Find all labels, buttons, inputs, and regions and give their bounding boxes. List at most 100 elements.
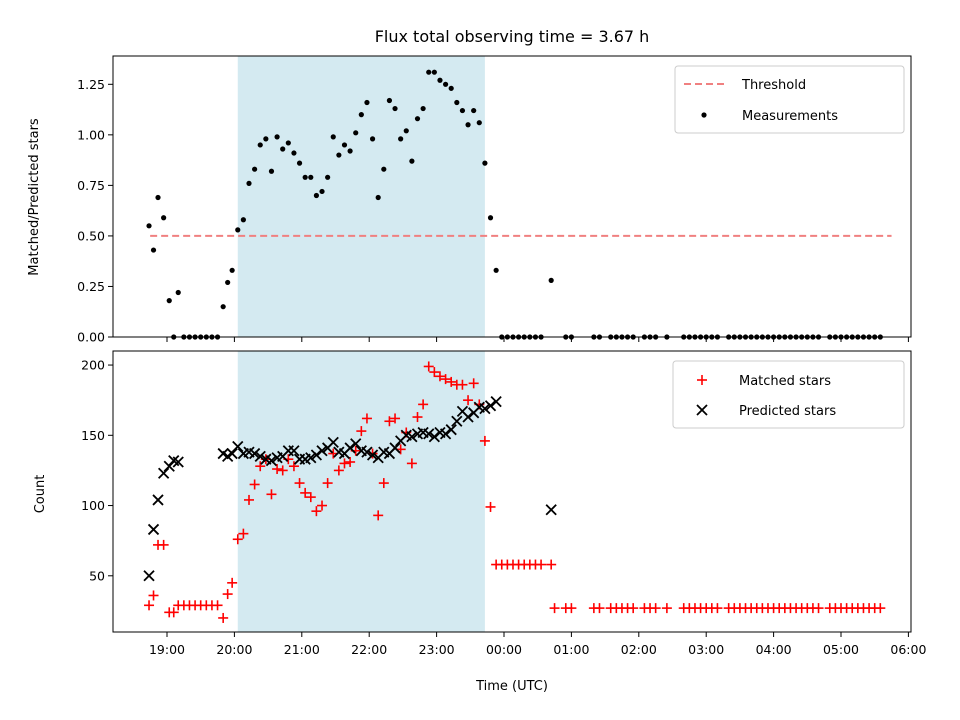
matched-star-point xyxy=(479,435,490,446)
predicted-star-point xyxy=(152,494,164,506)
measurement-point xyxy=(166,298,172,304)
predicted-star-point xyxy=(406,431,418,443)
matched-star-point xyxy=(485,501,496,512)
measurement-point xyxy=(409,158,415,164)
predicted-star-point xyxy=(545,504,557,516)
measurement-point xyxy=(381,166,387,172)
y-tick-label: 0.75 xyxy=(77,178,105,193)
measurement-point xyxy=(252,166,258,172)
measurement-point xyxy=(175,289,181,296)
legend-predicted-swatch xyxy=(696,404,708,416)
matched-star-point xyxy=(813,603,824,614)
matched-star-point xyxy=(384,416,395,427)
measurement-point xyxy=(386,97,393,104)
predicted-star-point xyxy=(350,438,362,450)
predicted-star-point xyxy=(366,449,379,461)
predicted-star-point xyxy=(157,467,170,479)
matched-star-point xyxy=(222,589,233,600)
matched-star-point xyxy=(446,376,457,387)
predicted-star-point xyxy=(226,447,238,460)
x-tick-label: 03:00 xyxy=(688,642,724,657)
measurement-point xyxy=(454,99,460,106)
matched-star-point xyxy=(294,478,305,489)
matched-star-point xyxy=(661,603,672,614)
measurement-point xyxy=(414,116,421,122)
matched-star-point xyxy=(356,426,367,437)
matched-star-point xyxy=(232,534,243,545)
ratio-plot-frame xyxy=(112,55,912,338)
measurement-point xyxy=(398,136,404,142)
measurement-point xyxy=(235,227,241,233)
x-tick-label: 00:00 xyxy=(486,642,522,657)
measurement-point xyxy=(161,215,167,221)
matched-star-point xyxy=(875,603,886,614)
legend-box xyxy=(672,360,905,429)
matched-star-point xyxy=(212,600,223,611)
matched-star-point xyxy=(288,461,299,472)
measurement-point xyxy=(302,174,308,180)
predicted-star-point xyxy=(305,452,317,464)
matched-star-point xyxy=(549,603,560,614)
y-tick-label: 0.25 xyxy=(77,279,105,294)
y-tick-label: 50 xyxy=(89,568,105,583)
matched-star-point xyxy=(390,413,401,424)
matched-star-point xyxy=(266,489,277,500)
x-tick-label: 19:00 xyxy=(149,642,185,657)
matched-star-point xyxy=(361,413,372,424)
measurement-point xyxy=(471,107,477,114)
measurement-point xyxy=(353,130,359,136)
predicted-star-point xyxy=(389,442,401,454)
matched-star-point xyxy=(255,461,266,472)
y-tick-label: 150 xyxy=(81,428,105,443)
ratio-y-axis-label: Matched/Predicted stars xyxy=(27,118,42,276)
y-tick-label: 1.25 xyxy=(77,77,105,92)
measurement-point xyxy=(358,112,364,118)
legend-matched-swatch xyxy=(697,375,707,385)
measurement-point xyxy=(220,304,226,310)
predicted-star-point xyxy=(143,570,155,582)
predicted-star-point xyxy=(344,442,356,454)
matched-star-point xyxy=(440,374,451,385)
matched-star-point xyxy=(311,506,322,517)
observing-window-span xyxy=(237,351,485,632)
measurement-point xyxy=(548,277,554,283)
measurement-point xyxy=(229,267,235,273)
x-tick-label: 23:00 xyxy=(419,642,455,657)
legend-threshold-label: Threshold xyxy=(741,78,806,93)
count-legend: Matched stars Predicted stars xyxy=(672,360,905,429)
predicted-star-point xyxy=(361,446,373,458)
matched-star-point xyxy=(468,378,479,389)
x-tick-label: 04:00 xyxy=(756,642,792,657)
matched-star-point xyxy=(429,367,440,378)
matched-star-point xyxy=(418,399,429,410)
measurement-point xyxy=(465,122,471,128)
measurement-point xyxy=(319,188,325,195)
measurement-point xyxy=(437,77,443,83)
matched-star-point xyxy=(378,478,389,489)
matched-star-point xyxy=(594,603,605,614)
matched-star-point xyxy=(412,412,423,423)
predicted-star-point xyxy=(490,395,502,408)
ratio-panel: 0.00 0.25 0.50 0.75 1.00 1.25 Flux total obse… xyxy=(27,27,912,345)
matched-star-point xyxy=(144,600,155,611)
measurement-point xyxy=(150,247,157,253)
matched-star-point xyxy=(227,577,238,588)
predicted-star-point xyxy=(484,400,497,412)
predicted-star-point xyxy=(479,402,491,415)
predicted-star-point xyxy=(428,431,440,443)
measurement-point xyxy=(313,192,320,199)
matched-star-point xyxy=(712,603,723,614)
matched-star-point xyxy=(339,458,350,469)
ratio-x-ticks xyxy=(166,337,909,342)
y-tick-label: 100 xyxy=(81,498,105,513)
x-tick-label: 01:00 xyxy=(553,642,589,657)
legend-box xyxy=(674,65,905,134)
predicted-star-point xyxy=(254,450,266,463)
matched-star-point xyxy=(373,510,384,521)
measurement-point xyxy=(296,160,303,166)
measurement-point xyxy=(487,215,494,221)
legend-measurement-label: Measurements xyxy=(742,109,838,124)
matched-star-point xyxy=(317,500,328,511)
measurement-point xyxy=(280,146,286,152)
measurement-point xyxy=(268,168,275,174)
